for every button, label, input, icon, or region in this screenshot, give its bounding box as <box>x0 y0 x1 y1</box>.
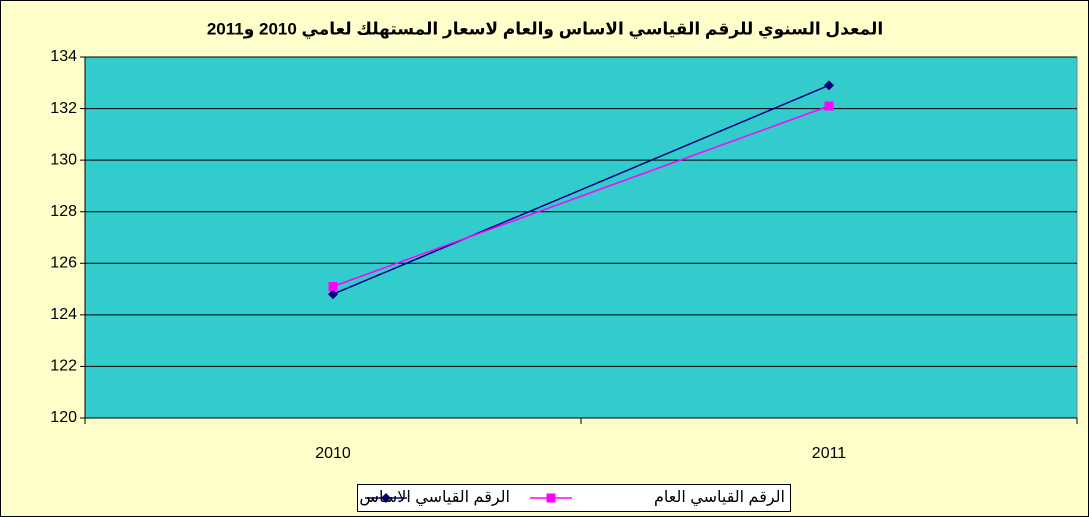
y-tick-label: 128 <box>50 203 77 220</box>
point <box>328 289 338 300</box>
y-tick-label: 124 <box>50 306 77 323</box>
legend-marker <box>546 493 556 503</box>
legend-label: الرقم القياسي الاساس <box>359 489 510 507</box>
series-line <box>332 84 830 295</box>
point <box>824 80 834 91</box>
y-tick-label: 120 <box>50 409 77 426</box>
x-tick-label: 2010 <box>315 445 351 462</box>
x-tick-label: 2011 <box>812 445 847 462</box>
y-tick-label: 126 <box>50 255 77 272</box>
point <box>328 281 338 291</box>
plot-area <box>84 56 1078 419</box>
chart-title: المعدل السنوي للرقم القياسي الاساس والعا… <box>207 19 883 39</box>
y-tick-label: 130 <box>50 151 77 168</box>
series-line <box>332 105 830 288</box>
y-tick-label: 122 <box>50 358 77 375</box>
legend-marker <box>381 493 391 503</box>
point <box>824 101 834 111</box>
y-tick-label: 134 <box>50 48 77 65</box>
y-tick-label: 132 <box>50 100 77 117</box>
legend-label: الرقم القياسي العام <box>654 489 785 507</box>
legend <box>357 484 791 512</box>
